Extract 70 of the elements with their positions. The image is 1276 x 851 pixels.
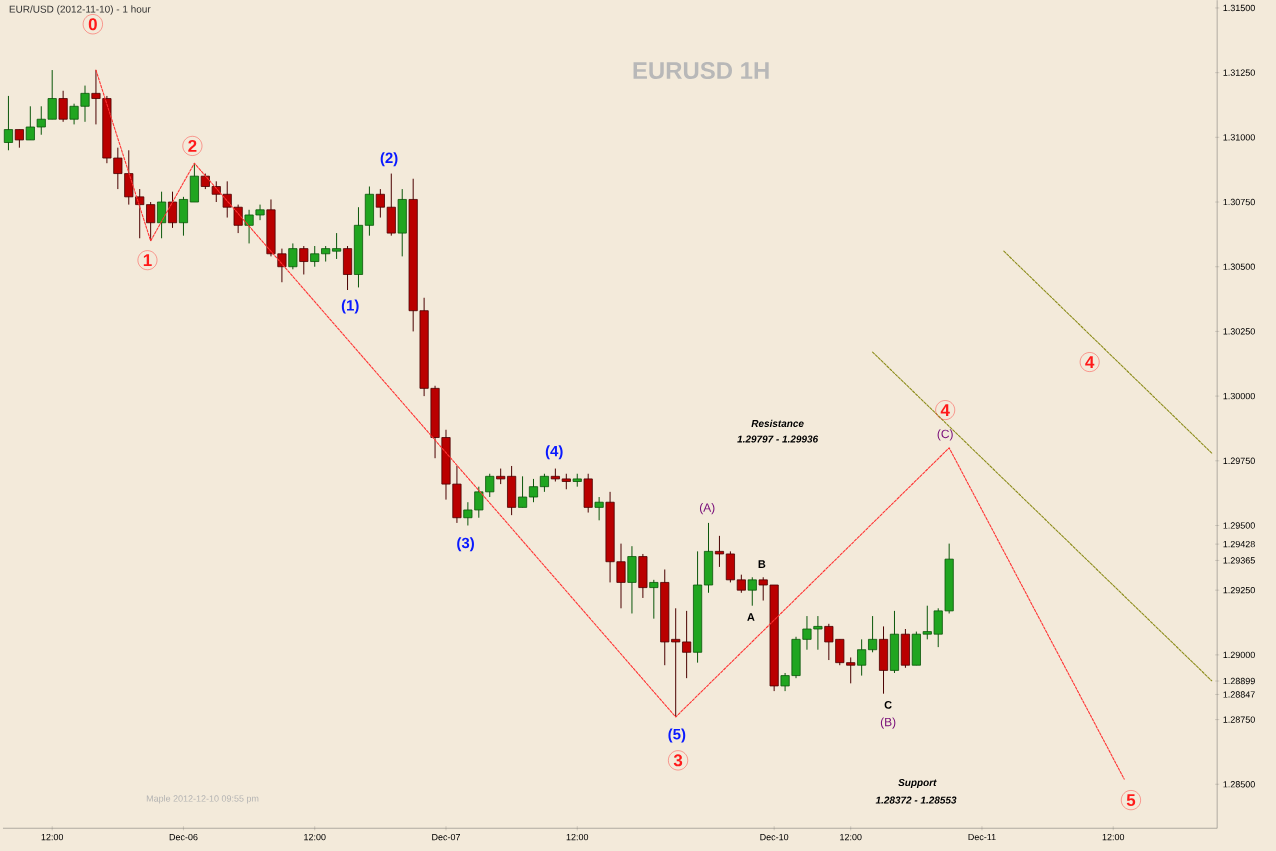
candlestick	[233, 204, 243, 234]
candlestick	[299, 245, 309, 275]
annotation: 1.28372 - 1.28553	[875, 796, 957, 804]
y-tick-label: 1.31250	[1223, 69, 1255, 76]
annotation: (B)	[880, 717, 896, 729]
y-tick-label: 1.30500	[1223, 263, 1255, 270]
x-tick-label: Dec-11	[968, 833, 996, 841]
candlestick	[714, 535, 725, 568]
y-tick-label: 1.29428	[1223, 540, 1255, 548]
annotation: (4)	[545, 445, 563, 460]
candlestick	[332, 232, 342, 260]
chart-title: EUR/USD (2012-11-10) - 1 hour	[9, 5, 151, 15]
annotation: Support	[898, 778, 937, 788]
x-tick-label: 12:00	[840, 833, 862, 841]
y-tick-label: 1.29750	[1223, 457, 1255, 464]
y-tick-label: 1.30000	[1223, 392, 1255, 400]
candlestick	[539, 473, 549, 493]
candlestick	[3, 95, 13, 151]
annotation: B	[758, 560, 766, 568]
annotation: 4	[940, 404, 950, 416]
candlestick	[288, 242, 298, 270]
annotation: (A)	[699, 502, 715, 515]
y-tick-label: 1.31500	[1223, 4, 1255, 12]
annotation: (2)	[380, 152, 398, 167]
annotation: (5)	[668, 728, 686, 743]
annotation: A	[747, 613, 755, 621]
y-tick-label: 1.30750	[1223, 198, 1255, 206]
x-tick-label: 12:00	[41, 833, 64, 841]
y-tick-label: 1.31000	[1223, 134, 1255, 141]
x-tick-label: 12:00	[304, 833, 326, 841]
annotation: (1)	[341, 299, 359, 314]
y-tick-label: 1.29000	[1223, 651, 1255, 658]
candlestick	[747, 576, 757, 607]
y-tick-label: 1.28750	[1223, 716, 1255, 723]
annotation: (C)	[937, 429, 953, 441]
y-tick-label: 1.28847	[1223, 691, 1255, 698]
y-tick-label: 1.29250	[1223, 586, 1255, 594]
annotation: 0	[88, 18, 97, 31]
annotation: 3	[673, 754, 683, 767]
annotation: C	[884, 700, 892, 709]
y-tick-label: 1.28899	[1223, 677, 1255, 685]
annotation: 4	[1085, 356, 1095, 368]
candlestick	[528, 478, 539, 503]
candlestick	[857, 638, 867, 676]
annotation: 2	[188, 139, 197, 152]
x-tick-label: 12:00	[1102, 833, 1125, 841]
annotation: 1.29797 - 1.29936	[737, 435, 819, 443]
candlestick	[157, 191, 167, 239]
x-tick-label: 12:00	[566, 833, 589, 841]
y-tick-label: 1.29500	[1223, 522, 1255, 529]
candlestick	[518, 475, 528, 508]
candlestick	[649, 579, 659, 620]
candlestick	[167, 191, 178, 229]
text: EURUSD 1H	[633, 62, 769, 79]
annotation: 1	[143, 254, 152, 266]
annotation: (3)	[457, 537, 474, 552]
candlestick	[178, 196, 189, 237]
candlestick	[14, 128, 24, 149]
y-tick-label: 1.30250	[1223, 328, 1255, 335]
annotation: Resistance	[751, 419, 804, 427]
annotation: 5	[1126, 794, 1136, 806]
x-tick-label: Dec-07	[432, 833, 460, 841]
candlestick	[58, 90, 68, 123]
y-tick-label: 1.28500	[1223, 780, 1255, 788]
x-tick-label: Dec-10	[760, 833, 789, 841]
y-tick-label: 1.29365	[1223, 557, 1255, 564]
candlestick	[594, 496, 604, 521]
candlestick	[868, 615, 878, 653]
candlestick	[736, 574, 746, 594]
x-tick-label: Dec-06	[169, 833, 198, 841]
